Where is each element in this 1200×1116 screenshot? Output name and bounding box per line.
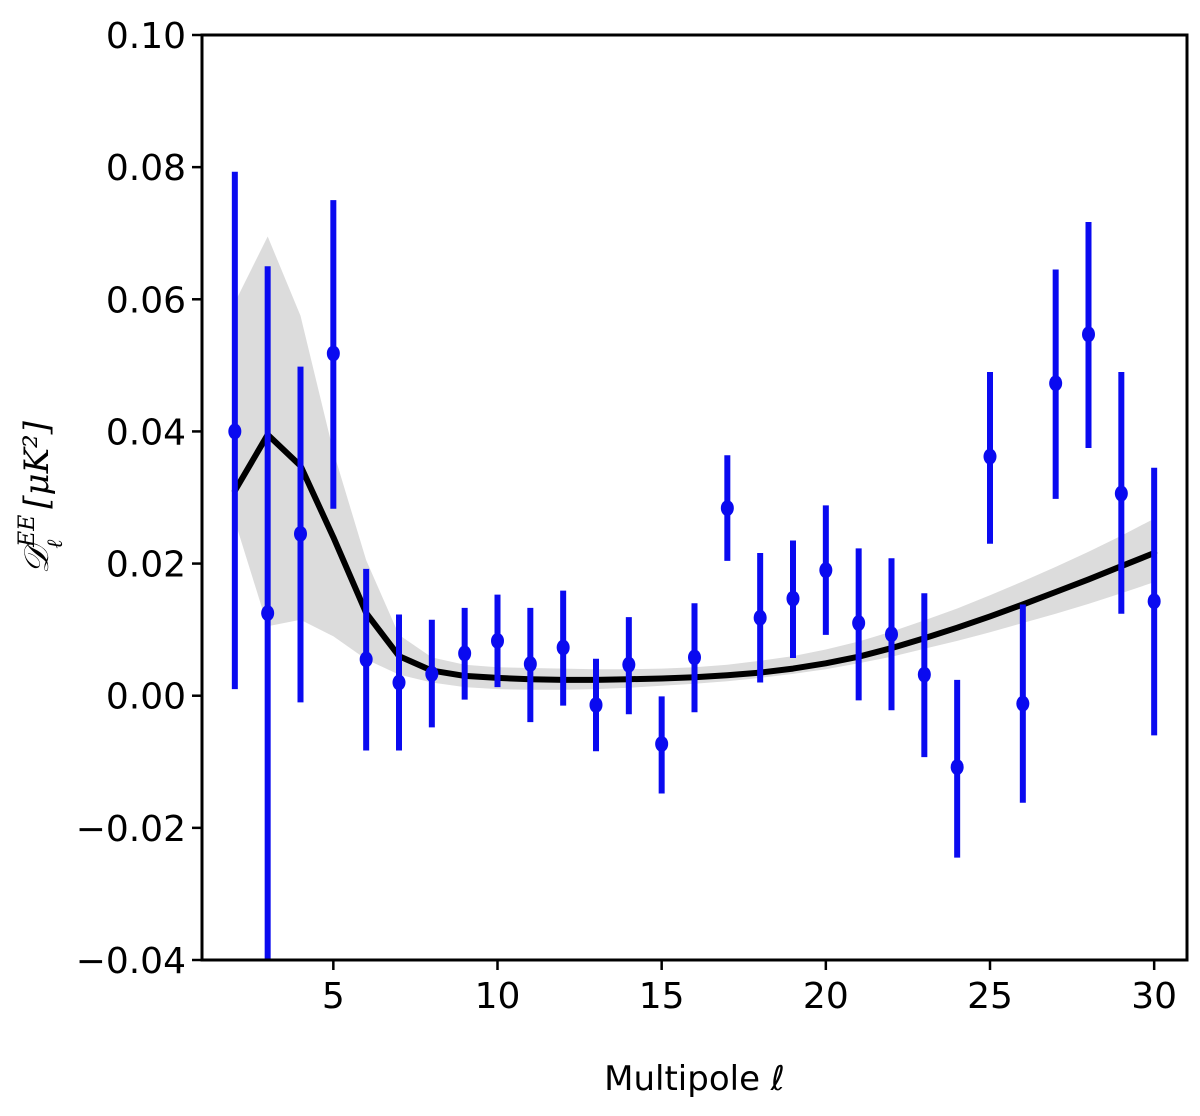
data-point bbox=[950, 759, 964, 776]
data-point bbox=[819, 562, 833, 579]
data-point bbox=[294, 525, 307, 542]
y-tick-label: −0.04 bbox=[76, 941, 186, 982]
data-point bbox=[622, 656, 636, 673]
data-point bbox=[786, 590, 800, 607]
data-point bbox=[983, 448, 997, 465]
data-point bbox=[228, 423, 242, 440]
data-point bbox=[458, 645, 472, 662]
data-point bbox=[753, 609, 767, 626]
data-point bbox=[1147, 593, 1161, 610]
y-tick-label: −0.02 bbox=[76, 809, 186, 850]
data-point bbox=[425, 665, 439, 682]
data-point bbox=[359, 651, 373, 668]
y-axis-label-unit: [μK²] bbox=[17, 420, 57, 519]
data-point bbox=[655, 735, 669, 752]
data-points-layer bbox=[228, 171, 1161, 960]
data-point bbox=[885, 626, 898, 643]
y-tick-label: 0.06 bbox=[106, 280, 186, 321]
data-point bbox=[1049, 375, 1063, 392]
y-axis-label: 𝒟EE ℓ [μK²] bbox=[15, 420, 68, 574]
axis-ticks-layer: 5 10 15 20 25 30 −0.04 −0.02 0.00 0.02 0.04 0.06 0.0… bbox=[76, 16, 1177, 1017]
data-point bbox=[852, 615, 866, 632]
data-point bbox=[720, 500, 734, 517]
x-tick-label: 20 bbox=[803, 976, 849, 1017]
data-point bbox=[1082, 326, 1095, 343]
data-point bbox=[326, 345, 340, 362]
data-point bbox=[523, 656, 537, 672]
plot-frame bbox=[200, 33, 1189, 962]
x-tick-label: 10 bbox=[475, 976, 521, 1017]
data-point bbox=[1016, 695, 1030, 712]
y-tick-label: 0.02 bbox=[106, 545, 186, 586]
y-tick-label: 0.04 bbox=[106, 412, 186, 453]
y-tick-label: 0.08 bbox=[106, 148, 186, 189]
x-axis-label: Multipole ℓ bbox=[604, 1059, 785, 1099]
y-tick-label: 0.00 bbox=[106, 677, 186, 718]
x-tick-label: 25 bbox=[967, 976, 1013, 1017]
data-point bbox=[556, 639, 570, 656]
x-tick-label: 15 bbox=[639, 976, 685, 1017]
data-point bbox=[1114, 485, 1128, 502]
x-tick-label: 30 bbox=[1131, 976, 1177, 1017]
data-point bbox=[589, 696, 603, 713]
y-axis-label-superscript: EE bbox=[15, 515, 40, 548]
data-point bbox=[491, 632, 504, 649]
data-point bbox=[261, 605, 275, 622]
data-point bbox=[392, 674, 406, 691]
data-point bbox=[688, 649, 701, 666]
y-axis-label-subscript: ℓ bbox=[43, 539, 68, 549]
x-tick-label: 5 bbox=[322, 976, 345, 1017]
data-point bbox=[917, 666, 931, 683]
y-tick-label: 0.10 bbox=[106, 16, 186, 57]
